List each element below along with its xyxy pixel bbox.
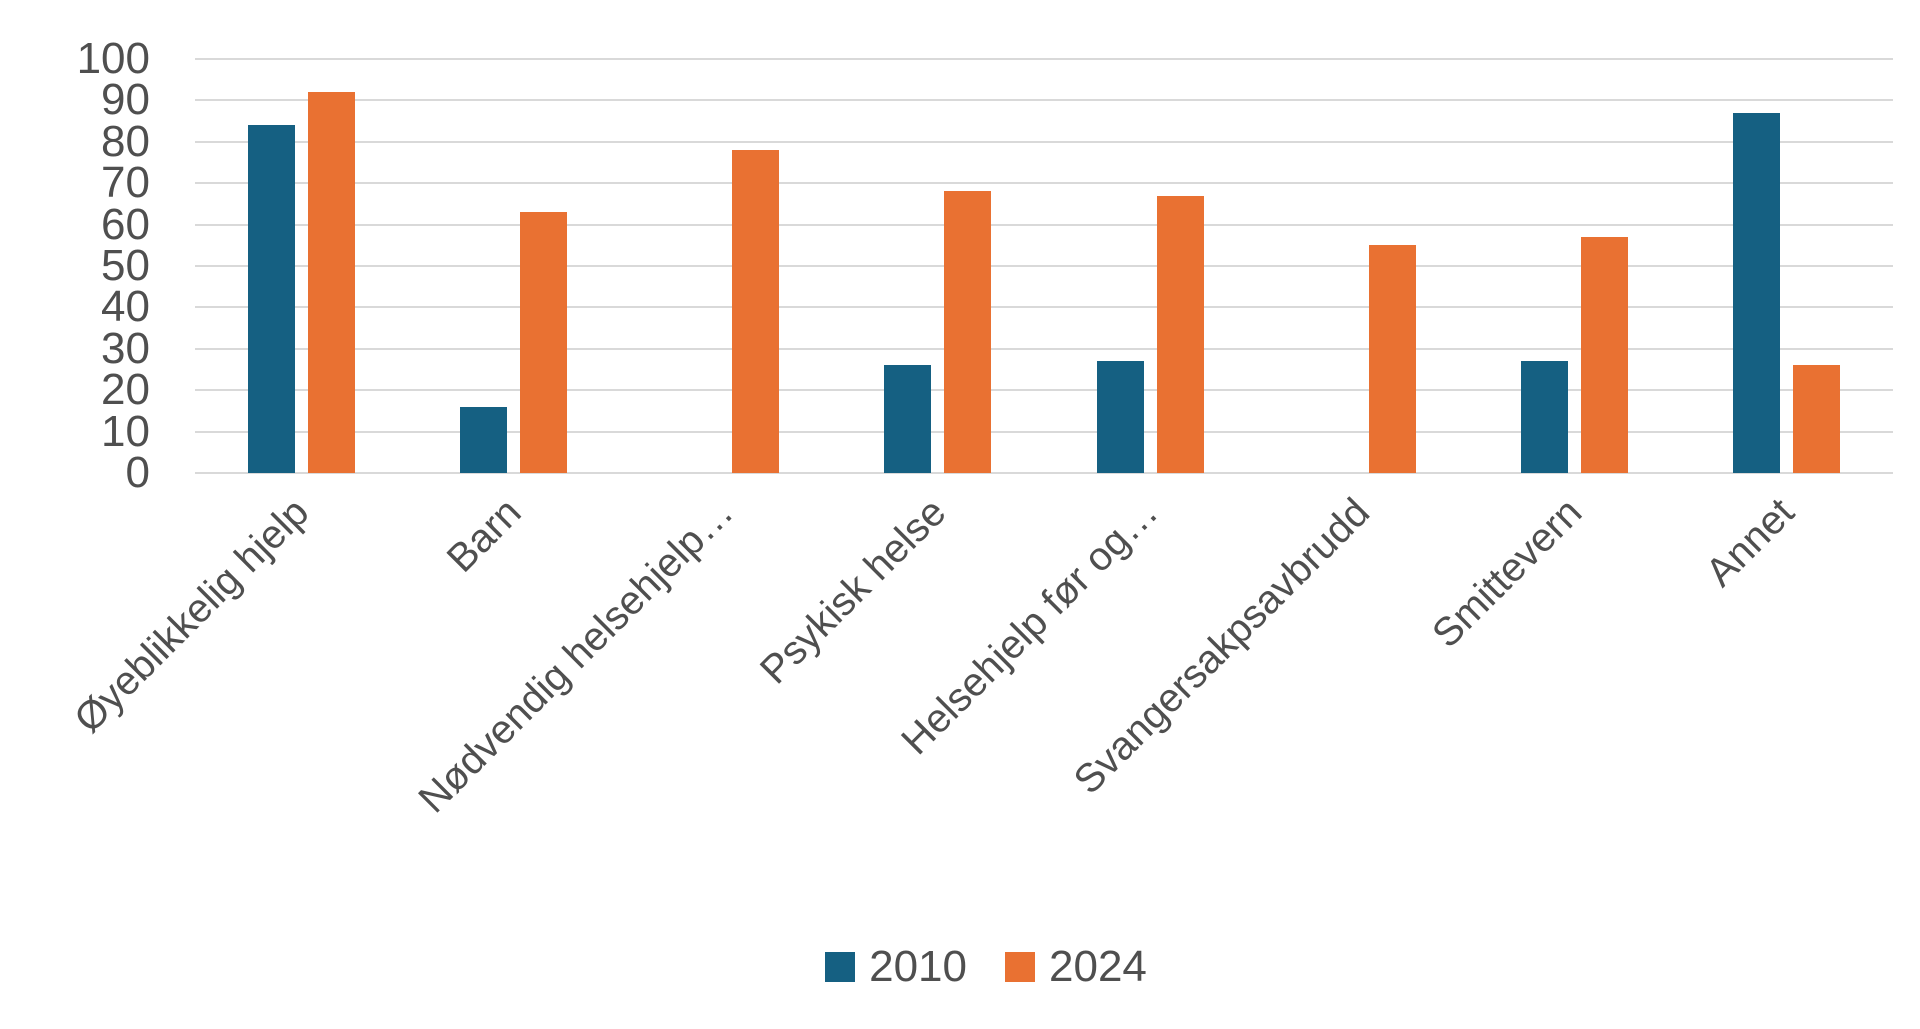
gridline-40 (195, 306, 1893, 309)
bar-2024-category-4 (1156, 195, 1204, 473)
bar-2010-category-4 (1096, 361, 1144, 473)
y-axis-tick-label-100: 100 (76, 34, 150, 83)
y-axis-tick-label-0: 0 (125, 448, 150, 497)
x-axis-category-label-0: Øyeblikkelig hjelp (66, 490, 318, 742)
y-axis-tick-label-10: 10 (101, 406, 150, 456)
legend-swatch-2024 (1005, 952, 1035, 982)
y-axis-tick-label-90: 90 (101, 75, 150, 125)
legend-item-2010: 2010 (825, 942, 967, 992)
legend-label-2010: 2010 (869, 942, 967, 991)
bar-2010-category-6 (1521, 361, 1569, 473)
gridline-70 (195, 182, 1893, 185)
bar-2024-category-2 (732, 150, 780, 473)
y-axis-tick-label-50: 50 (101, 241, 150, 290)
bar-2010-category-1 (459, 406, 507, 473)
gridline-0 (195, 472, 1893, 474)
bar-2024-category-0 (307, 92, 355, 473)
bar-2010-category-7 (1733, 112, 1781, 473)
bar-2024-category-7 (1793, 365, 1841, 473)
x-axis-category-label-6: Smittevern (1424, 490, 1591, 657)
x-axis-category-label-7: Annet (1697, 490, 1803, 596)
legend-swatch-2010 (825, 952, 856, 982)
bar-2024-category-6 (1581, 237, 1629, 473)
y-axis-tick-label-30: 30 (101, 323, 150, 373)
gridline-10 (195, 430, 1893, 433)
gridline-90 (195, 99, 1893, 102)
y-axis-tick-label-60: 60 (101, 199, 150, 249)
gridline-80 (195, 140, 1893, 143)
x-axis-category-label-1: Barn (438, 490, 530, 581)
gridline-60 (195, 223, 1893, 226)
y-axis-tick-label-20: 20 (101, 365, 150, 415)
bar-2010-category-3 (884, 365, 932, 473)
bar-2024-category-1 (519, 212, 567, 473)
gridline-100 (195, 58, 1893, 60)
gridline-30 (195, 347, 1893, 350)
y-axis-tick-label-70: 70 (101, 158, 150, 208)
bar-2024-category-5 (1368, 245, 1416, 473)
y-axis-tick-label-40: 40 (101, 282, 150, 332)
x-axis-category-label-3: Psykisk helse (751, 490, 954, 693)
bar-2024-category-3 (944, 191, 992, 473)
legend: 2010 2024 (0, 942, 1920, 992)
legend-item-2024: 2024 (1005, 942, 1147, 992)
bar-2010-category-0 (247, 125, 295, 473)
gridline-20 (195, 389, 1893, 392)
legend-label-2024: 2024 (1049, 942, 1147, 991)
y-axis-tick-label-80: 80 (101, 116, 150, 166)
gridline-50 (195, 265, 1893, 267)
